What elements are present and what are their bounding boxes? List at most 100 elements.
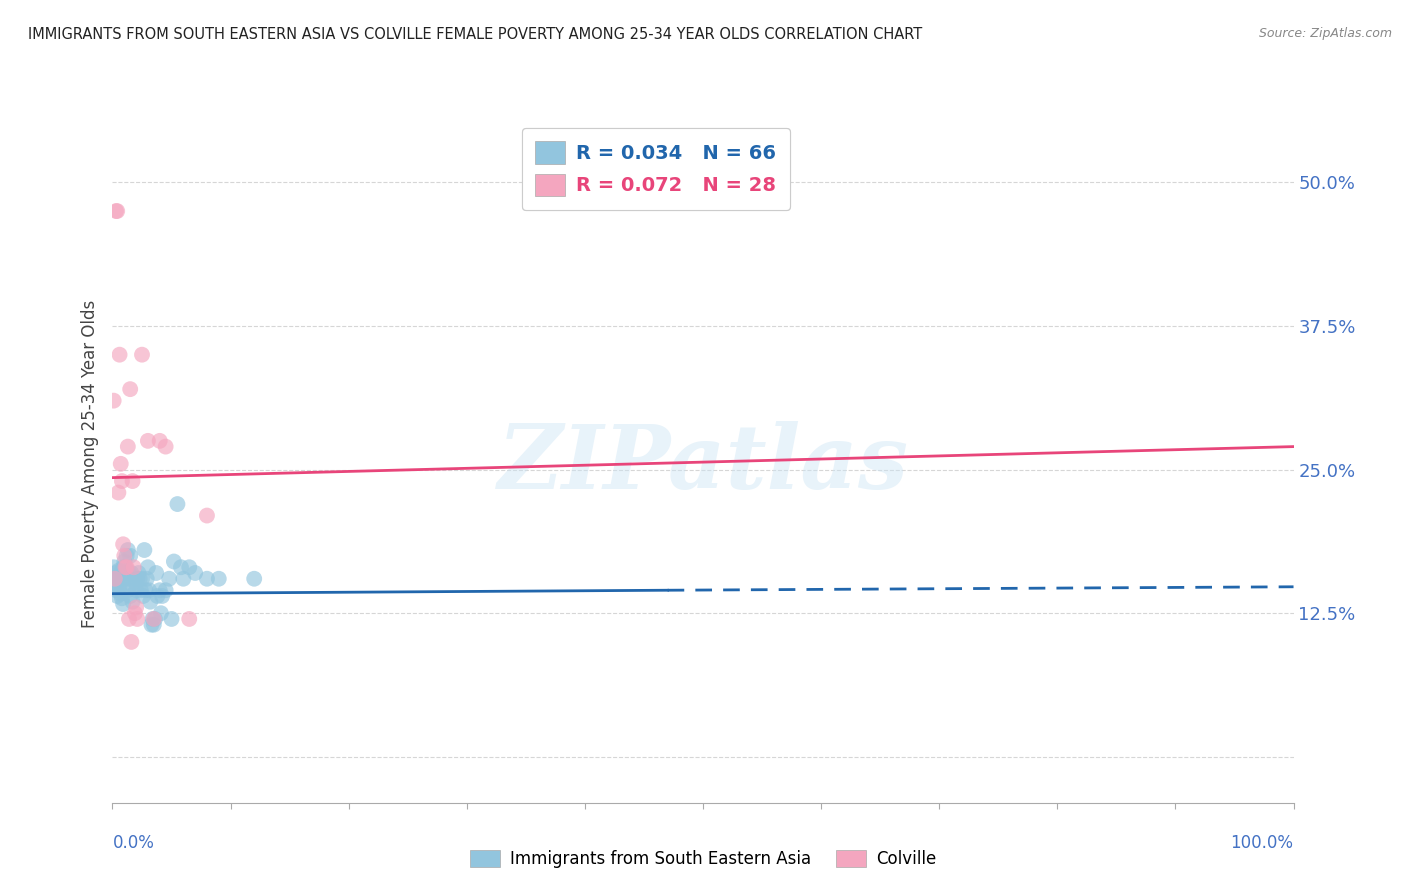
Point [122,580,145,594]
Point [120,589,142,603]
Point [105,583,128,598]
Point [143,612,166,626]
Point [149,606,172,620]
Point [142,617,165,632]
Point [179,612,201,626]
Point [112,572,135,586]
Point [120,635,142,649]
Point [112,537,135,551]
Point [124,606,146,620]
Point [105,204,128,219]
Point [108,572,131,586]
Point [128,572,150,586]
Point [107,580,129,594]
Point [184,566,207,580]
Point [105,204,128,219]
Point [112,597,135,611]
Point [195,508,218,523]
Point [105,566,128,580]
Point [121,595,143,609]
Point [120,382,142,396]
Point [103,560,125,574]
Point [141,617,163,632]
Point [111,591,134,606]
Point [136,434,159,448]
Point [138,583,160,598]
Point [108,580,131,594]
Point [149,583,172,598]
Point [118,612,141,626]
Point [114,566,136,580]
Point [107,485,129,500]
Point [114,560,136,574]
Point [118,566,141,580]
Point [115,549,138,563]
Point [124,575,146,590]
Point [142,612,165,626]
Legend: Immigrants from South Eastern Asia, Colville: Immigrants from South Eastern Asia, Colv… [463,843,943,875]
Point [112,549,135,563]
Point [243,572,266,586]
Point [127,612,149,626]
Point [208,572,231,586]
Point [105,572,128,586]
Point [110,457,132,471]
Point [131,348,153,362]
Text: Source: ZipAtlas.com: Source: ZipAtlas.com [1258,27,1392,40]
Point [135,583,157,598]
Point [111,572,134,586]
Point [104,572,127,586]
Point [108,348,131,362]
Point [121,474,143,488]
Point [149,434,172,448]
Point [125,600,148,615]
Point [157,572,180,586]
Point [163,554,186,568]
Point [125,583,148,598]
Point [146,589,169,603]
Text: 0.0%: 0.0% [112,834,155,852]
Point [135,572,157,586]
Point [112,560,135,574]
Point [105,589,128,603]
Point [122,560,145,574]
Point [117,440,139,454]
Point [110,587,132,601]
Text: ZIPatlas: ZIPatlas [498,421,908,507]
Legend: R = 0.034   N = 66, R = 0.072   N = 28: R = 0.034 N = 66, R = 0.072 N = 28 [522,128,790,210]
Point [179,560,201,574]
Point [103,393,125,408]
Text: IMMIGRANTS FROM SOUTH EASTERN ASIA VS COLVILLE FEMALE POVERTY AMONG 25-34 YEAR O: IMMIGRANTS FROM SOUTH EASTERN ASIA VS CO… [28,27,922,42]
Point [111,474,134,488]
Point [136,560,159,574]
Point [166,497,188,511]
Point [129,583,152,598]
Point [127,572,149,586]
Point [139,595,162,609]
Text: 100.0%: 100.0% [1230,834,1294,852]
Point [112,554,135,568]
Point [104,572,127,586]
Point [110,566,132,580]
Point [195,572,218,586]
Point [120,549,142,563]
Y-axis label: Female Poverty Among 25-34 Year Olds: Female Poverty Among 25-34 Year Olds [80,300,98,628]
Point [155,440,177,454]
Point [127,566,149,580]
Point [114,560,136,574]
Point [104,577,127,591]
Point [132,589,155,603]
Point [134,543,156,558]
Point [142,612,165,626]
Point [107,564,129,578]
Point [117,543,139,558]
Point [155,583,177,598]
Point [117,583,139,598]
Point [172,572,194,586]
Point [120,566,142,580]
Point [150,589,173,603]
Point [160,612,183,626]
Point [131,572,153,586]
Point [170,560,193,574]
Point [145,566,167,580]
